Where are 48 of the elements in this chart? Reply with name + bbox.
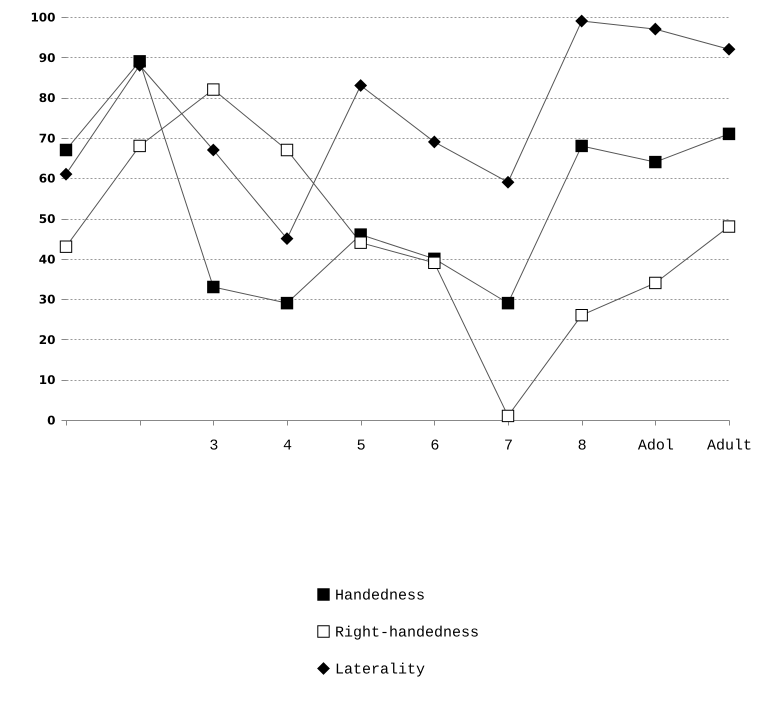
point bbox=[280, 144, 294, 156]
y-tick-label: 90 bbox=[38, 50, 56, 65]
x-tick-label: 5 bbox=[356, 438, 366, 454]
point bbox=[428, 136, 441, 148]
point bbox=[60, 168, 72, 180]
x-tick-label: 3 bbox=[209, 438, 218, 454]
y-tick-label: 50 bbox=[38, 212, 56, 226]
y-tick-label: 30 bbox=[38, 292, 56, 307]
point bbox=[575, 14, 588, 28]
y-tick-label: 100 bbox=[30, 10, 56, 24]
point bbox=[280, 296, 294, 310]
y-tick-label: 80 bbox=[38, 91, 56, 106]
point bbox=[280, 232, 294, 245]
point bbox=[207, 280, 220, 294]
point bbox=[649, 276, 662, 290]
point bbox=[502, 176, 514, 188]
point bbox=[60, 240, 72, 253]
x-tick-label: Adol bbox=[638, 438, 674, 454]
point bbox=[575, 140, 588, 152]
point bbox=[133, 140, 146, 152]
point bbox=[722, 220, 736, 233]
x-tick-label: 7 bbox=[504, 438, 514, 454]
point bbox=[354, 236, 367, 249]
legend-label: Handedness bbox=[335, 588, 426, 604]
legend-label: Right-handedness bbox=[335, 624, 480, 642]
legend-label: Laterality bbox=[335, 662, 426, 678]
y-tick-label: 70 bbox=[38, 131, 56, 146]
point bbox=[428, 256, 441, 270]
y-tick-label: 10 bbox=[38, 373, 56, 388]
point bbox=[649, 156, 662, 168]
point bbox=[207, 83, 220, 96]
y-tick-label: 0 bbox=[47, 414, 56, 428]
point bbox=[722, 43, 736, 56]
point bbox=[207, 144, 220, 156]
y-tick-label: 20 bbox=[38, 332, 56, 347]
y-tick-label: 60 bbox=[38, 172, 56, 186]
point bbox=[60, 144, 72, 156]
point bbox=[575, 309, 588, 322]
x-tick-label: 6 bbox=[430, 438, 440, 454]
x-tick-label: 8 bbox=[578, 438, 587, 454]
point bbox=[722, 128, 736, 140]
y-tick-label: 40 bbox=[38, 252, 56, 266]
point bbox=[502, 410, 514, 422]
point bbox=[649, 22, 662, 36]
x-tick-label: Adult bbox=[706, 438, 752, 454]
point bbox=[502, 296, 514, 310]
x-tick-label: 4 bbox=[282, 438, 292, 454]
point bbox=[354, 79, 367, 92]
